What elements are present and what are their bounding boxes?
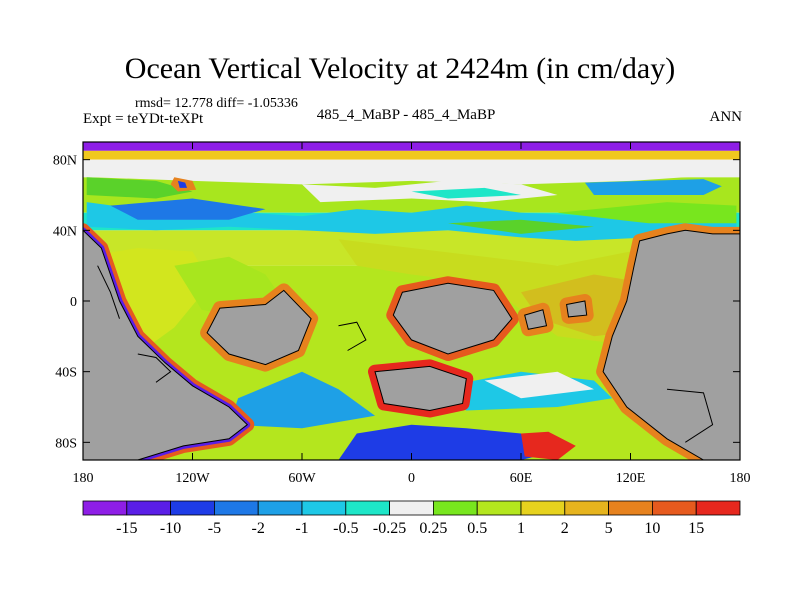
colorbar-label: -2 <box>252 520 265 537</box>
colorbar-swatch <box>432 500 478 516</box>
land-island-south <box>374 365 467 412</box>
south-white-patch <box>484 371 594 399</box>
north-green-strip <box>448 219 594 234</box>
colorbar-swatch <box>126 500 172 516</box>
case-label: 485_4_MaBP - 485_4_MaBP <box>316 107 496 123</box>
experiment-label: Expt = teYDt-teXPt <box>83 111 204 127</box>
north-green-patch <box>86 177 193 199</box>
x-tick-label: 120E <box>616 471 646 486</box>
colorbar-label: 15 <box>688 520 704 537</box>
x-tick-label: 60E <box>510 471 533 486</box>
south-red-patch <box>521 431 576 460</box>
colorbar-swatch <box>213 500 259 516</box>
colorbar-swatch <box>695 500 741 516</box>
land-island-center <box>392 282 513 355</box>
y-tick-label: 80S <box>55 436 77 451</box>
x-tick-label: 120W <box>175 471 210 486</box>
colorbar-swatch <box>564 500 609 516</box>
band-north-dots <box>83 150 740 160</box>
colorbar-swatch <box>608 500 653 516</box>
colorbar-label: -0.25 <box>373 520 406 537</box>
colorbar-swatch <box>82 500 128 516</box>
x-tick-label: 180 <box>73 471 94 486</box>
colorbar-label: -15 <box>116 520 137 537</box>
land-west <box>83 229 249 460</box>
colorbar-swatch <box>345 500 390 516</box>
colorbar-label: -5 <box>208 520 221 537</box>
coastline-2 <box>666 388 714 443</box>
y-tick-label: 40S <box>55 366 77 381</box>
colorbar-label: -1 <box>295 520 308 537</box>
coastline-0 <box>137 353 172 383</box>
x-tick-label: 0 <box>408 471 415 486</box>
x-tick-label: 60W <box>288 471 316 486</box>
north-blue-patch <box>110 198 266 220</box>
colorbar-label: 0.25 <box>419 520 447 537</box>
north-blue-streak <box>584 179 722 195</box>
coastline-3 <box>97 265 120 319</box>
season-label: ANN <box>709 109 743 125</box>
y-tick-label: 40N <box>53 224 77 239</box>
colorbar-swatch <box>476 500 522 516</box>
colorbar-label: 2 <box>561 520 569 537</box>
colorbar-label: -10 <box>160 520 181 537</box>
land-spot-1 <box>524 309 548 330</box>
y-tick-label: 80N <box>53 154 77 169</box>
colorbar-swatch <box>520 500 566 516</box>
colorbar-swatch <box>257 500 303 516</box>
colorbar-label: 0.5 <box>467 520 487 537</box>
north-east-green <box>557 202 737 224</box>
coastline-1 <box>338 321 367 351</box>
stats-text: rmsd= 12.778 diff= -1.05336 <box>135 96 298 111</box>
south-blue-patch <box>229 371 375 429</box>
colorbar-label: -0.5 <box>333 520 358 537</box>
y-tick-label: 0 <box>70 295 77 310</box>
map-field <box>83 142 740 460</box>
colorbar-swatch <box>652 500 697 516</box>
colorbar-label: 1 <box>517 520 525 537</box>
axis-ticks <box>82 142 741 460</box>
north-white-region <box>92 165 737 185</box>
north-cyan-band <box>86 202 737 241</box>
colorbar-swatch <box>389 500 434 516</box>
land-spot-2 <box>566 300 588 318</box>
colorbar-swatch <box>301 500 347 516</box>
chart-title: Ocean Vertical Velocity at 2424m (in cm/… <box>124 52 676 85</box>
colorbar-label: 5 <box>605 520 613 537</box>
colorbar: -15 -10 -5 -2 -1 -0.5 -0.25 0.25 0.5 1 2 5 10 15 <box>82 500 741 537</box>
north-blue-spot <box>177 180 187 188</box>
north-teal-patch <box>411 187 521 199</box>
colorbar-swatch <box>170 500 215 516</box>
x-tick-label: 180 <box>730 471 751 486</box>
south-deep-blue <box>338 424 558 460</box>
colorbar-label: 10 <box>644 520 660 537</box>
axis-tick-labels: 180 120W 60W 0 60E 120E 180 80N 40N 0 40S 80S <box>53 154 751 486</box>
land-island-west <box>206 289 312 366</box>
